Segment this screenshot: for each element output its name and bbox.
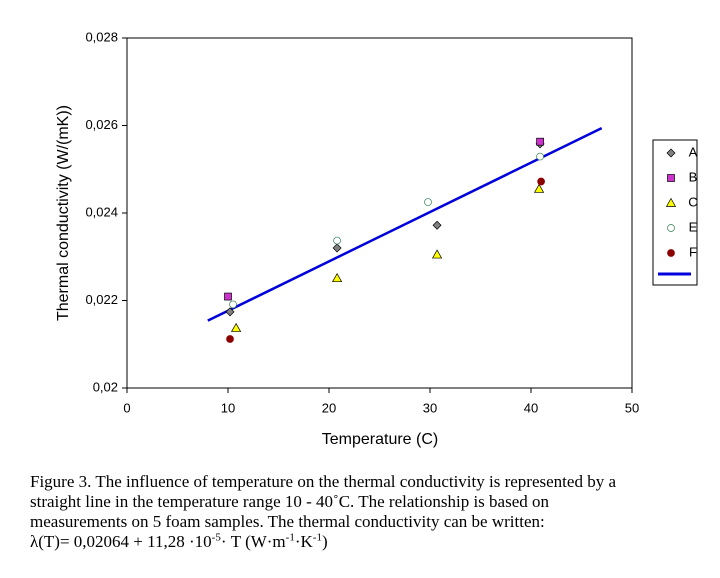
legend-label: C	[688, 194, 697, 209]
x-tick-label: 50	[625, 400, 639, 415]
legend-label: B	[689, 169, 698, 184]
formula-part: λ(T)= 0,02064 + 11,28 ·10	[30, 532, 212, 551]
formula-exponent: -1	[312, 531, 322, 544]
marker	[667, 174, 675, 182]
formula-part: ·K	[294, 532, 313, 551]
marker	[424, 198, 432, 206]
y-tick-label: 0,02	[93, 379, 118, 394]
marker	[226, 335, 234, 343]
caption: Figure 3. The influence of temperature o…	[30, 472, 710, 552]
marker	[332, 243, 342, 253]
caption-line: straight line in the temperature range 1…	[30, 492, 549, 511]
chart: Temperature (C) Thermal conductivity (W/…	[55, 29, 698, 448]
marker	[537, 177, 545, 186]
marker	[666, 148, 676, 158]
legend-box	[652, 139, 698, 286]
marker	[225, 307, 235, 317]
y-tick-label: 0,026	[85, 117, 118, 132]
marker	[536, 152, 544, 161]
y-axis-title: Thermal conductivity (W/(mK))	[55, 105, 72, 321]
marker	[230, 322, 242, 332]
marker	[432, 220, 442, 230]
formula: λ(T)= 0,02064 + 11,28 ·10-5· T (W·m-1·K-…	[30, 532, 710, 552]
x-axis-title: Temperature (C)	[322, 431, 438, 448]
x-tick-label: 0	[123, 400, 130, 415]
marker	[229, 300, 237, 309]
formula-exponent: -1	[285, 531, 295, 544]
marker	[667, 249, 675, 257]
marker	[665, 197, 677, 207]
marker	[533, 183, 545, 193]
x-tick-label: 40	[524, 400, 538, 415]
caption-line: Figure 3. The influence of temperature o…	[30, 472, 616, 491]
marker	[333, 236, 341, 245]
marker	[431, 249, 443, 259]
formula-exponent: -5	[211, 531, 221, 544]
y-tick-label: 0,028	[85, 29, 118, 44]
marker	[536, 137, 544, 146]
y-tick-label: 0,022	[85, 292, 118, 307]
x-tick-label: 10	[221, 400, 235, 415]
marker	[667, 224, 675, 232]
marker	[224, 292, 232, 301]
formula-part: · T (W·m	[220, 532, 286, 551]
formula-part: )	[321, 532, 328, 551]
legend-label: E	[689, 219, 698, 234]
x-tick-label: 30	[423, 400, 437, 415]
x-tick-label: 20	[322, 400, 336, 415]
plot-frame	[126, 37, 633, 389]
y-tick-label: 0,024	[85, 204, 118, 219]
fit-line	[207, 127, 603, 322]
marker	[331, 272, 343, 283]
caption-line: measurements on 5 foam samples. The ther…	[30, 512, 545, 531]
legend-label: F	[689, 244, 697, 259]
legend-label: A	[689, 144, 698, 159]
